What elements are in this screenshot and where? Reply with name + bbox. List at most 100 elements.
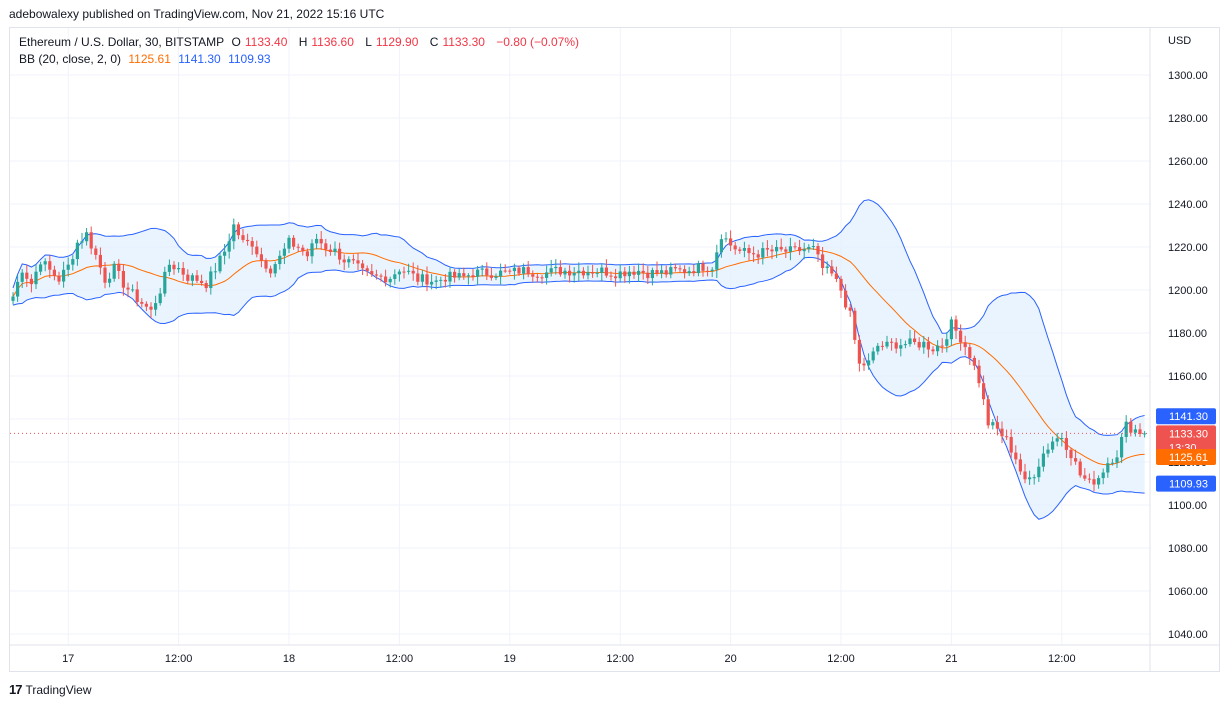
- candle-body: [885, 341, 889, 347]
- candle-body: [365, 268, 369, 272]
- x-tick-label: 18: [283, 653, 295, 665]
- candle-body: [784, 249, 788, 252]
- candle-body: [462, 273, 466, 277]
- candle-body: [131, 289, 135, 291]
- candle-body: [144, 303, 148, 307]
- candle-body: [545, 272, 549, 278]
- candle-body: [34, 271, 38, 285]
- candle-body: [246, 239, 250, 242]
- candle-body: [402, 271, 406, 273]
- candle-body: [581, 270, 585, 276]
- candle-body: [453, 271, 457, 278]
- candle-body: [213, 271, 217, 273]
- candle-body: [1055, 438, 1059, 442]
- candle-body: [227, 241, 231, 252]
- candle-body: [57, 275, 61, 282]
- candle-body: [287, 237, 291, 249]
- candle-body: [710, 269, 714, 271]
- candle-body: [715, 252, 719, 270]
- candle-body: [328, 249, 332, 252]
- candle-body: [466, 275, 470, 277]
- tradingview-logo-icon: 17: [9, 682, 23, 697]
- candle-body: [158, 293, 162, 304]
- candle-body: [1101, 472, 1105, 479]
- candle-body: [821, 254, 825, 269]
- candle-body: [600, 267, 604, 273]
- candle-body: [420, 274, 424, 282]
- candle-body: [876, 345, 880, 352]
- candle-body: [549, 268, 553, 273]
- candle-body: [195, 275, 199, 281]
- candle-body: [802, 249, 806, 252]
- candle-body: [807, 246, 811, 250]
- y-tick-label: 1300.00: [1168, 70, 1208, 82]
- price-axis: 1300.00 1280.00 1260.00 1240.00 1220.00 1200.…: [1149, 28, 1208, 672]
- candle-body: [572, 273, 576, 276]
- candle-body: [890, 341, 894, 343]
- candle-body: [977, 365, 981, 384]
- candle-body: [379, 275, 383, 277]
- candle-body: [85, 232, 89, 242]
- candle-body: [609, 275, 613, 277]
- candle-body: [899, 345, 903, 349]
- candle-body: [540, 277, 544, 279]
- x-tick-label: 12:00: [165, 653, 193, 665]
- bb-basis-value: 1125.61: [128, 52, 171, 66]
- candle-body: [673, 267, 677, 269]
- candle-body: [374, 274, 378, 276]
- candle-body: [397, 271, 401, 275]
- candle-body: [1083, 475, 1087, 479]
- candle-body: [264, 260, 268, 269]
- open-value: 1133.40: [244, 35, 288, 49]
- indicator-legend[interactable]: BB (20, close, 2, 0) 1125.61 1141.30 110…: [19, 52, 275, 66]
- candle-body: [508, 270, 512, 272]
- candle-body: [719, 239, 723, 253]
- candle-body: [531, 274, 535, 277]
- candle-body: [232, 224, 236, 242]
- candle-body: [278, 255, 282, 265]
- candle-body: [931, 349, 935, 352]
- candle-body: [1074, 458, 1078, 462]
- candle-body: [627, 271, 631, 277]
- publisher-line: adebowalexy published on TradingView.com…: [9, 7, 385, 21]
- candle-body: [1028, 477, 1032, 480]
- x-tick-label: 12:00: [827, 653, 855, 665]
- candle-body: [1115, 457, 1119, 463]
- candle-body: [338, 248, 342, 260]
- candle-body: [425, 274, 429, 285]
- candle-body: [604, 267, 608, 276]
- candle-body: [614, 276, 618, 279]
- candle-body: [692, 271, 696, 274]
- candle-body: [563, 270, 567, 275]
- open-label: O: [231, 35, 241, 49]
- candle-body: [742, 248, 746, 251]
- close-label: C: [429, 35, 439, 49]
- candle-body: [1124, 421, 1128, 437]
- bb-upper-value: 1141.30: [178, 52, 221, 66]
- candle-body: [775, 246, 779, 252]
- candle-body: [494, 276, 498, 278]
- candle-body: [1041, 453, 1045, 467]
- candle-body: [1046, 449, 1050, 454]
- candle-body: [664, 270, 668, 275]
- candle-body: [301, 247, 305, 252]
- candle-body: [154, 303, 158, 310]
- candle-body: [347, 259, 351, 263]
- candle-body: [522, 267, 526, 274]
- candle-body: [568, 270, 572, 276]
- candle-body: [922, 341, 926, 348]
- candle-body: [499, 270, 503, 277]
- candle-body: [103, 267, 107, 283]
- y-tick-label: 1160.00: [1168, 371, 1207, 383]
- symbol-title: Ethereum / U.S. Dollar, 30, BITSTAMP: [19, 35, 225, 49]
- candle-body: [595, 272, 599, 274]
- candle-body: [218, 255, 222, 272]
- candle-body: [1060, 438, 1064, 440]
- candle-body: [756, 254, 760, 258]
- candle-body: [1000, 428, 1004, 437]
- candle-body: [637, 270, 641, 275]
- candle-body: [871, 351, 875, 361]
- candle-body: [1023, 471, 1027, 480]
- candle-body: [315, 238, 319, 244]
